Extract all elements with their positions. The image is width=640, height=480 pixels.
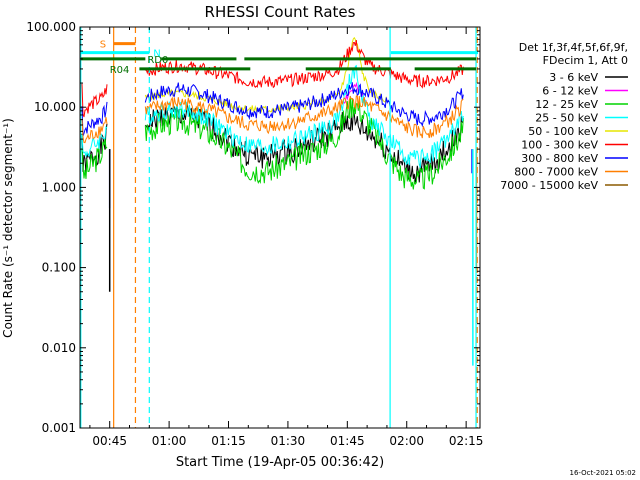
legend: Det 1f,3f,4f,5f,6f,9f, FDecim 1, Att 0 3… bbox=[500, 41, 628, 192]
y-tick-label: 10.000 bbox=[34, 100, 76, 114]
y-tick-label: 1.000 bbox=[42, 180, 76, 194]
series-line-800-7000-keV-seg1 bbox=[144, 95, 464, 139]
series-line-100-300-keV-seg0 bbox=[81, 83, 108, 118]
series-line-300-800-keV-seg1 bbox=[144, 82, 464, 128]
legend-label: 12 - 25 keV bbox=[535, 98, 598, 111]
series-line-25-50-keV-seg0 bbox=[81, 126, 108, 158]
x-axis-label: Start Time (19-Apr-05 00:36:42) bbox=[176, 455, 384, 470]
flag-label-S: S bbox=[100, 40, 106, 51]
flag-label-N: N bbox=[153, 49, 160, 60]
legend-label: 25 - 50 keV bbox=[535, 112, 598, 125]
series-line-100-300-keV-seg1 bbox=[145, 40, 464, 89]
chart-title: RHESSI Count Rates bbox=[205, 3, 356, 21]
series-line-300-800-keV-seg0 bbox=[81, 101, 108, 137]
series-line-6-12-keV-seg0 bbox=[343, 81, 367, 106]
series-line-12-25-keV-seg1 bbox=[144, 95, 464, 190]
plot-frame bbox=[79, 26, 481, 429]
legend-label: 7000 - 15000 keV bbox=[500, 179, 598, 192]
y-tick-label: 0.100 bbox=[42, 261, 76, 275]
x-axis: 00:45 01:00 01:15 01:30 01:45 02:00 02:15 bbox=[89, 27, 484, 448]
x-tick-label: 01:15 bbox=[211, 434, 246, 448]
legend-label: 6 - 12 keV bbox=[542, 85, 598, 98]
x-tick-label: 01:30 bbox=[271, 434, 306, 448]
series-line-800-7000-keV-seg0 bbox=[81, 117, 108, 144]
legend-label: 300 - 800 keV bbox=[521, 152, 598, 165]
data-traces bbox=[81, 36, 478, 366]
y-tick-label: 0.001 bbox=[42, 421, 76, 435]
y-axis: 0.001 0.010 0.100 1.000 10.000 100.000 bbox=[26, 20, 480, 435]
series-line-25-50-keV-seg1 bbox=[144, 64, 464, 169]
x-tick-label: 02:15 bbox=[449, 434, 484, 448]
vertical-markers bbox=[80, 27, 478, 428]
y-tick-label: 100.000 bbox=[26, 20, 76, 34]
footer-timestamp: 16-Oct-2021 05:02 bbox=[570, 469, 636, 477]
x-tick-label: 00:45 bbox=[92, 434, 127, 448]
legend-label: 800 - 7000 keV bbox=[514, 166, 598, 179]
x-tick-label: 01:00 bbox=[152, 434, 187, 448]
flag-label-R04: R04 bbox=[110, 65, 130, 76]
series-line-50-100-keV-seg0 bbox=[144, 36, 387, 114]
legend-label: 3 - 6 keV bbox=[549, 71, 598, 84]
x-tick-label: 02:00 bbox=[389, 434, 424, 448]
flag-label-RD0: RD0 bbox=[147, 55, 168, 66]
legend-label: 50 - 100 keV bbox=[528, 125, 598, 138]
legend-header-line-2: FDecim 1, Att 0 bbox=[543, 54, 628, 67]
legend-header-line-1: Det 1f,3f,4f,5f,6f,9f, bbox=[519, 41, 628, 54]
y-tick-label: 0.010 bbox=[42, 341, 76, 355]
y-axis-label: Count Rate (s⁻¹ detector segment⁻¹) bbox=[1, 118, 15, 338]
legend-label: 100 - 300 keV bbox=[521, 139, 598, 152]
series-line-12-25-keV-seg0 bbox=[81, 138, 108, 179]
x-tick-label: 01:45 bbox=[330, 434, 365, 448]
